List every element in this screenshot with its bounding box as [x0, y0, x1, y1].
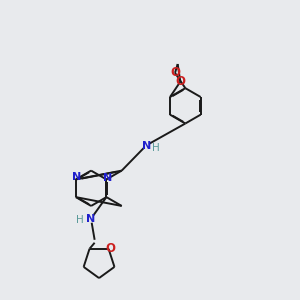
Text: O: O — [170, 66, 180, 80]
Text: O: O — [105, 242, 115, 255]
Text: N: N — [72, 172, 81, 182]
Text: N: N — [142, 141, 152, 151]
Text: N: N — [103, 173, 112, 183]
Text: N: N — [85, 214, 95, 224]
Text: O: O — [175, 75, 185, 88]
Text: H: H — [76, 215, 84, 225]
Text: H: H — [152, 143, 160, 153]
